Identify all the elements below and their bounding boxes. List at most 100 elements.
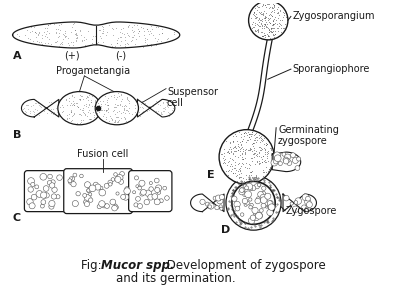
Circle shape (240, 187, 245, 192)
Circle shape (244, 203, 247, 206)
Circle shape (257, 213, 262, 219)
Circle shape (262, 186, 266, 190)
Circle shape (40, 204, 44, 208)
Circle shape (219, 195, 224, 200)
Circle shape (264, 202, 269, 207)
Circle shape (93, 182, 98, 187)
Text: and its germination.: and its germination. (116, 272, 236, 285)
Circle shape (138, 186, 142, 190)
Circle shape (154, 199, 160, 205)
Circle shape (68, 179, 74, 184)
Circle shape (140, 192, 144, 196)
Circle shape (286, 159, 290, 162)
Polygon shape (283, 194, 316, 212)
Circle shape (267, 209, 273, 216)
Circle shape (108, 180, 113, 185)
Circle shape (95, 184, 101, 190)
Circle shape (260, 194, 267, 201)
Circle shape (249, 1, 288, 40)
Circle shape (240, 213, 244, 216)
Circle shape (258, 191, 264, 197)
Circle shape (306, 196, 310, 201)
Circle shape (70, 177, 75, 181)
Circle shape (254, 212, 259, 218)
Circle shape (76, 191, 80, 196)
Circle shape (274, 152, 280, 159)
Circle shape (226, 175, 281, 230)
Circle shape (48, 174, 52, 179)
Circle shape (44, 195, 47, 198)
Circle shape (213, 196, 217, 200)
Polygon shape (272, 152, 301, 172)
Circle shape (89, 185, 96, 192)
Circle shape (256, 212, 262, 219)
Circle shape (249, 198, 252, 201)
Circle shape (41, 200, 46, 205)
Circle shape (158, 199, 161, 202)
Circle shape (287, 161, 292, 166)
Circle shape (136, 185, 139, 188)
Circle shape (84, 182, 90, 188)
Circle shape (89, 193, 92, 196)
Circle shape (254, 184, 260, 189)
Circle shape (80, 174, 83, 178)
Polygon shape (13, 22, 180, 48)
Circle shape (43, 186, 49, 191)
Circle shape (102, 203, 106, 208)
Circle shape (245, 191, 252, 198)
Circle shape (114, 173, 117, 176)
Circle shape (163, 186, 167, 190)
Circle shape (292, 206, 299, 212)
Circle shape (269, 200, 273, 205)
Circle shape (49, 204, 54, 209)
Circle shape (250, 215, 256, 221)
Circle shape (40, 173, 47, 180)
Circle shape (140, 189, 146, 195)
Circle shape (112, 205, 117, 211)
Circle shape (217, 198, 223, 204)
Circle shape (206, 202, 210, 206)
Text: Progametangia: Progametangia (56, 66, 130, 76)
Polygon shape (190, 194, 224, 212)
Circle shape (40, 192, 47, 198)
Text: Suspensor
cell: Suspensor cell (167, 87, 218, 108)
Text: Development of zygospore: Development of zygospore (163, 260, 326, 272)
Polygon shape (138, 100, 175, 117)
Circle shape (239, 189, 245, 195)
Circle shape (50, 183, 55, 188)
Circle shape (268, 204, 275, 210)
Circle shape (284, 154, 290, 160)
Circle shape (246, 183, 253, 190)
Circle shape (283, 157, 289, 163)
Ellipse shape (58, 92, 101, 125)
Circle shape (88, 198, 93, 202)
Circle shape (215, 205, 219, 210)
Circle shape (105, 204, 110, 208)
Circle shape (124, 188, 130, 194)
Circle shape (219, 130, 274, 184)
Circle shape (305, 199, 311, 205)
Circle shape (295, 198, 302, 204)
Circle shape (296, 157, 301, 161)
Text: Germinating
zygospore: Germinating zygospore (278, 125, 339, 146)
Circle shape (250, 203, 253, 207)
Circle shape (302, 205, 306, 210)
Circle shape (260, 197, 267, 203)
Circle shape (290, 153, 296, 158)
Circle shape (155, 187, 160, 193)
Circle shape (28, 187, 34, 192)
Circle shape (252, 207, 258, 214)
Text: C: C (13, 213, 21, 223)
Circle shape (138, 203, 142, 209)
Circle shape (274, 159, 278, 164)
Circle shape (208, 203, 214, 209)
Circle shape (264, 200, 269, 205)
Circle shape (83, 194, 87, 197)
Text: E: E (207, 171, 215, 180)
Circle shape (278, 162, 282, 166)
Text: (-): (-) (115, 51, 126, 61)
Circle shape (139, 180, 145, 186)
Circle shape (271, 159, 278, 166)
Circle shape (121, 194, 126, 199)
Circle shape (51, 194, 56, 199)
